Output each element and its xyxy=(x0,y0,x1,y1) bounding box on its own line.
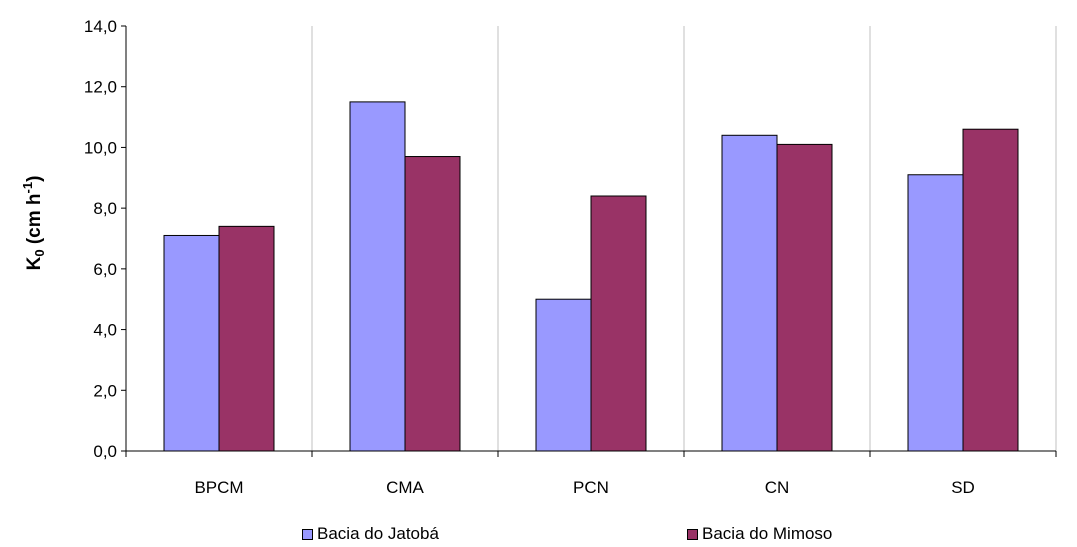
grid-lines xyxy=(311,26,1057,451)
legend-swatch-mimoso xyxy=(687,528,698,540)
y-tick-label: 8,0 xyxy=(93,199,117,218)
legend-item-mimoso: Bacia do Mimoso xyxy=(687,524,832,544)
x-tick-label: SD xyxy=(951,478,975,497)
bar-jatoba-cma xyxy=(349,101,406,452)
bar-mimoso-sd xyxy=(962,128,1019,452)
x-tick-label: PCN xyxy=(573,478,609,497)
legend-label-mimoso: Bacia do Mimoso xyxy=(702,524,833,543)
y-tick-labels: 0,0 2,0 4,0 6,0 8,0 10,0 12,0 14,0 xyxy=(84,17,117,461)
legend-swatch-jatoba xyxy=(302,528,313,540)
bar-mimoso-cn xyxy=(776,143,833,452)
bar-jatoba-pcn xyxy=(535,298,592,452)
y-axis-label: K0 (cm h-1) xyxy=(20,176,47,271)
bars xyxy=(163,101,1019,452)
y-axis-label-sup: -1 xyxy=(20,182,35,194)
y-tick-label: 0,0 xyxy=(93,442,117,461)
y-tick-label: 10,0 xyxy=(84,138,117,157)
y-tick-label: 6,0 xyxy=(93,260,117,279)
legend: Bacia do Jatobá Bacia do Mimoso xyxy=(0,524,1077,546)
x-tick-label: CN xyxy=(765,478,790,497)
bar-jatoba-cn xyxy=(721,134,778,452)
y-axis-label-sub: 0 xyxy=(32,249,47,256)
bar-chart: 0,0 2,0 4,0 6,0 8,0 10,0 12,0 14,0 BPCM CMA PCN CN… xyxy=(20,17,1057,497)
bar-jatoba-bpcm xyxy=(163,234,220,452)
x-tick-label: BPCM xyxy=(194,478,243,497)
y-tick-label: 2,0 xyxy=(93,381,117,400)
y-axis-label-close: ) xyxy=(24,176,45,182)
bar-mimoso-pcn xyxy=(590,195,647,452)
bar-jatoba-sd xyxy=(907,174,964,452)
legend-item-jatoba: Bacia do Jatobá xyxy=(302,524,439,544)
y-tick-label: 4,0 xyxy=(93,321,117,340)
axes xyxy=(121,25,1057,457)
bar-mimoso-bpcm xyxy=(218,225,275,452)
y-tick-label: 12,0 xyxy=(84,78,117,97)
x-tick-label: CMA xyxy=(386,478,424,497)
y-axis-label-unit: (cm h xyxy=(24,193,45,249)
x-tick-labels: BPCM CMA PCN CN SD xyxy=(194,478,974,497)
y-tick-label: 14,0 xyxy=(84,17,117,36)
legend-label-jatoba: Bacia do Jatobá xyxy=(317,524,439,543)
y-axis-label-main: K xyxy=(24,256,45,270)
bar-mimoso-cma xyxy=(404,156,461,452)
